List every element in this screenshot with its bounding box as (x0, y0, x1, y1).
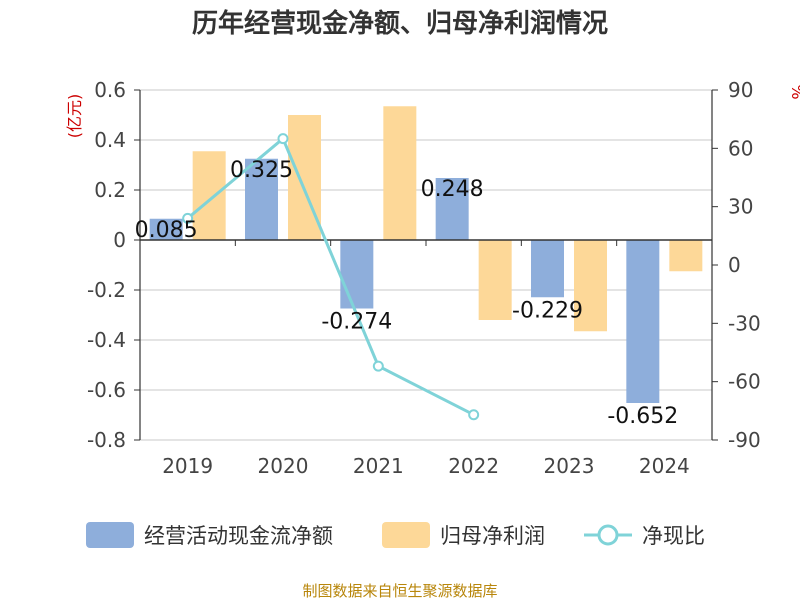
legend-label-net-profit: 归母净利润 (440, 524, 545, 548)
legend-swatch-cashflow (86, 522, 134, 548)
ratio-point (182, 212, 194, 224)
right-axis-unit: % (788, 84, 800, 99)
bar-net-profit (478, 240, 512, 320)
chart-title: 历年经营现金净额、归母净利润情况 (192, 8, 608, 39)
left-tick-label: 0 (113, 228, 126, 252)
ratio-point (277, 133, 289, 145)
bars (149, 106, 703, 403)
right-tick-label: 30 (728, 195, 753, 219)
legend: 经营活动现金流净额 归母净利润 净现比 (86, 522, 705, 548)
bar-net-profit (383, 106, 417, 240)
left-tick-label: -0.4 (87, 328, 126, 352)
ratio-point (372, 360, 384, 372)
gridlines: 0.6 0.4 0.2 0 -0.2 -0.4 -0.6 -0.8 90 60 30 0 -30 -60 -… (87, 78, 761, 452)
left-tick-label: -0.2 (87, 278, 126, 302)
data-source: 制图数据来自恒生聚源数据库 (302, 582, 497, 600)
left-tick-label: -0.6 (87, 378, 126, 402)
bar-net-profit (574, 240, 607, 332)
bar-net-profit (192, 151, 226, 240)
category-label: 2024 (639, 454, 690, 478)
bar-cashflow (435, 178, 469, 240)
legend-marker-ratio (597, 524, 619, 546)
right-tick-label: -90 (728, 428, 761, 452)
right-tick-label: -60 (728, 370, 761, 394)
data-label-cashflow: -0.274 (321, 310, 392, 335)
left-tick-label: 0.6 (94, 78, 126, 102)
legend-label-cashflow: 经营活动现金流净额 (144, 524, 333, 548)
legend-label-ratio: 净现比 (642, 524, 705, 548)
bar-cashflow (340, 240, 374, 309)
bar-net-profit (669, 240, 703, 272)
legend-swatch-net-profit (382, 522, 430, 548)
ratio-series-line (186, 136, 475, 417)
ratio-line (182, 133, 480, 421)
right-tick-label: 60 (728, 136, 753, 160)
data-label-cashflow: 0.325 (230, 158, 293, 183)
data-labels: 0.085 0.325 -0.274 0.248 -0.229 -0.652 (135, 158, 679, 429)
bar-cashflow (149, 218, 183, 240)
left-axis-unit: (亿元) (65, 94, 84, 139)
category-label: 2021 (353, 454, 404, 478)
bar-cashflow (626, 240, 660, 403)
axes: 2019 2020 2021 2022 2023 2024 (139, 90, 713, 478)
category-label: 2019 (162, 454, 213, 478)
bar-cashflow (531, 240, 564, 298)
category-label: 2023 (544, 454, 595, 478)
left-tick-label: 0.4 (94, 128, 126, 152)
right-tick-label: 90 (728, 78, 753, 102)
data-label-cashflow: -0.229 (512, 298, 583, 323)
data-label-cashflow: 0.248 (421, 177, 484, 202)
left-tick-label: -0.8 (87, 428, 126, 452)
category-label: 2022 (448, 454, 499, 478)
data-label-cashflow: 0.085 (135, 218, 198, 243)
right-tick-label: -30 (728, 311, 761, 335)
ratio-point (468, 409, 480, 421)
category-label: 2020 (258, 454, 309, 478)
right-tick-label: 0 (728, 253, 741, 277)
data-label-cashflow: -0.652 (607, 404, 678, 429)
left-tick-label: 0.2 (94, 178, 126, 202)
bar-cashflow (245, 158, 278, 240)
